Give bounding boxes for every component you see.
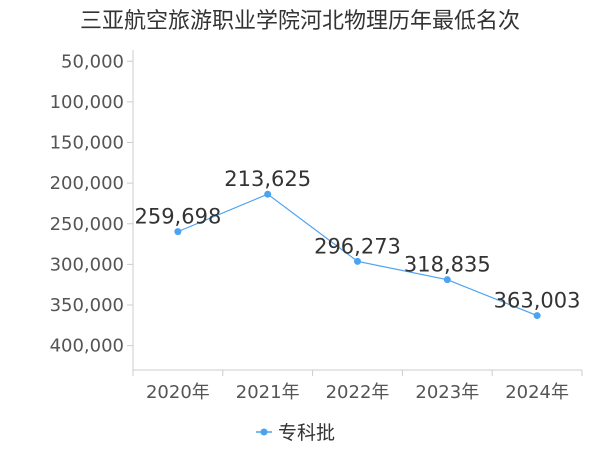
x-tick-label: 2022年 [326, 382, 390, 403]
y-tick-label: 400,000 [50, 336, 124, 357]
x-tick-label: 2023年 [415, 382, 479, 403]
data-point [264, 190, 272, 198]
data-label: 296,273 [314, 234, 401, 258]
x-tick-label: 2024年 [505, 382, 569, 403]
y-tick-label: 350,000 [50, 295, 124, 316]
data-label: 259,698 [134, 205, 221, 229]
y-axis-ticks: 50,000 100,000 150,000 200,000 250,000 300,00… [50, 51, 133, 357]
data-point [533, 312, 541, 320]
x-axis-ticks: 2020年 2021年 2022年 2023年 2024年 [132, 370, 583, 403]
data-point [443, 276, 451, 284]
data-label: 213,625 [224, 167, 311, 191]
y-tick-label: 150,000 [50, 133, 124, 154]
legend-label: 专科批 [278, 422, 335, 444]
y-tick-label: 100,000 [50, 92, 124, 113]
data-point [174, 228, 182, 236]
data-label: 363,003 [494, 289, 581, 313]
data-point [354, 257, 361, 265]
chart-title: 三亚航空旅游职业学院河北物理历年最低名次 [80, 9, 520, 34]
series-group [174, 190, 541, 320]
x-tick-label: 2020年 [146, 382, 210, 403]
y-tick-label: 200,000 [50, 173, 124, 194]
axes [132, 50, 582, 371]
y-tick-label: 250,000 [50, 214, 124, 235]
legend-marker [260, 428, 268, 436]
y-tick-label: 300,000 [50, 254, 124, 275]
x-tick-label: 2021年 [236, 382, 300, 403]
data-label: 318,835 [404, 253, 491, 277]
y-tick-label: 50,000 [61, 51, 124, 72]
legend[interactable]: 专科批 [256, 422, 335, 444]
